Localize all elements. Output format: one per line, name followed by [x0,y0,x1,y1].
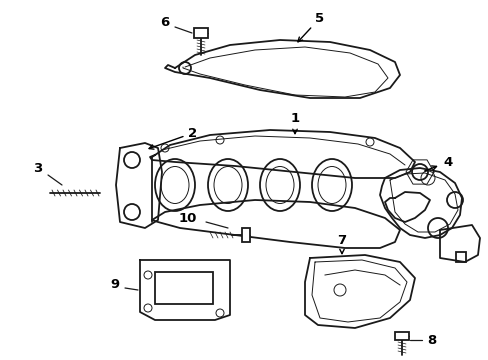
Bar [194,28,207,38]
Text: 1: 1 [290,112,299,134]
Text: 7: 7 [337,234,346,254]
Text: 4: 4 [424,156,452,171]
Text: 8: 8 [427,333,436,346]
Text: 6: 6 [160,15,169,28]
Text: 3: 3 [33,162,42,175]
Bar [455,252,465,262]
Text: 5: 5 [297,12,324,42]
Text: 2: 2 [149,126,197,149]
Text: 9: 9 [110,279,120,292]
Bar [394,332,408,340]
Bar [242,228,249,242]
Bar [155,272,213,304]
Text: 10: 10 [179,212,197,225]
